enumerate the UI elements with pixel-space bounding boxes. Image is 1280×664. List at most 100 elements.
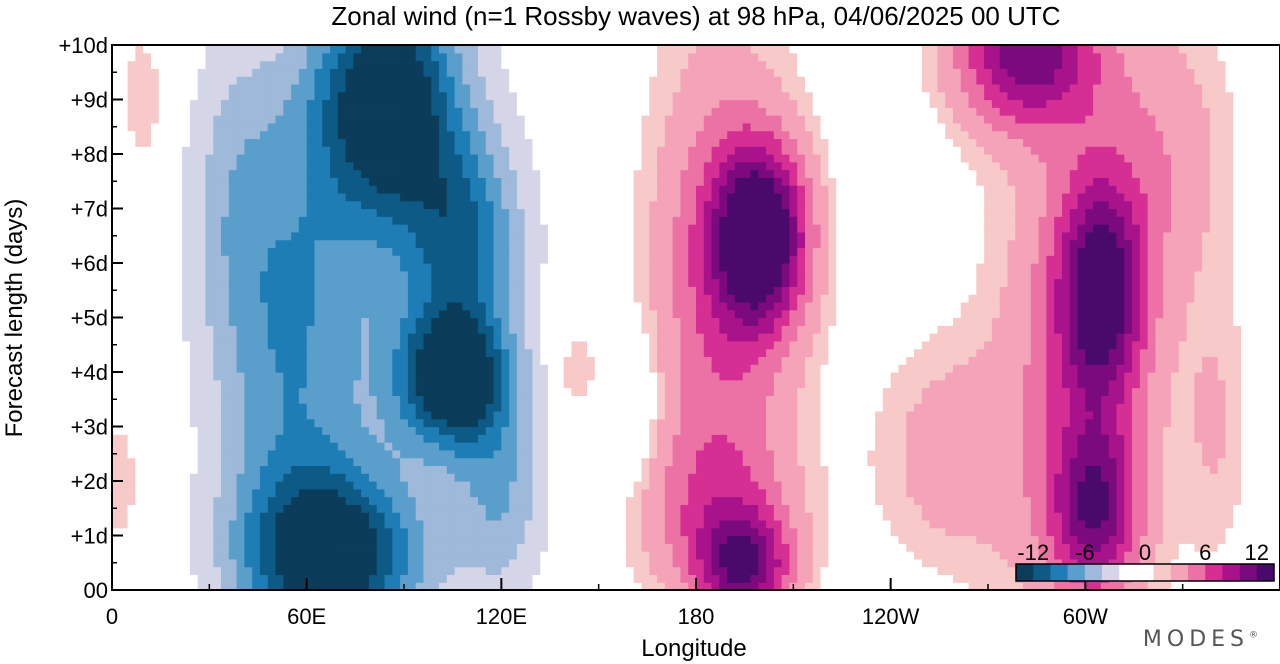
field-cell [236, 558, 245, 568]
field-cell [221, 558, 230, 568]
field-cell [361, 504, 370, 513]
field-cell [875, 410, 884, 420]
field-cell [1163, 535, 1172, 544]
field-cell [119, 418, 129, 428]
field-cell [501, 496, 510, 505]
field-cell [812, 465, 822, 474]
field-cell [1155, 395, 1164, 404]
field-cell [298, 372, 308, 381]
field-cell [859, 543, 868, 552]
field-cell [509, 504, 518, 513]
field-cell [898, 481, 907, 490]
field-cell [914, 426, 923, 435]
field-cell [228, 340, 238, 350]
field-cell [703, 582, 713, 591]
field-cell [719, 504, 728, 513]
field-cell [602, 348, 611, 358]
field-cell [1233, 527, 1242, 537]
field-cell [384, 551, 393, 560]
field-cell [984, 333, 993, 342]
field-cell [867, 379, 876, 389]
field-cell [657, 348, 666, 358]
field-cell [711, 527, 720, 537]
field-cell [275, 558, 284, 568]
field-cell [1225, 372, 1234, 381]
field-cell [906, 372, 915, 381]
field-cell [999, 558, 1009, 568]
field-cell [166, 574, 175, 583]
field-cell [501, 395, 510, 404]
field-cell [501, 442, 510, 451]
field-cell [446, 356, 456, 365]
field-cell [1085, 543, 1094, 552]
field-cell [127, 426, 136, 435]
field-cell [586, 379, 596, 389]
field-cell [298, 527, 308, 537]
field-cell [1194, 558, 1203, 568]
field-cell [820, 535, 829, 544]
field-cell [1186, 379, 1195, 389]
field-cell [454, 582, 463, 591]
field-cell [610, 364, 619, 373]
field-cell [221, 333, 230, 342]
field-cell [921, 340, 931, 350]
field-cell [859, 442, 868, 451]
field-cell [766, 434, 775, 443]
field-cell [875, 582, 884, 591]
field-cell [1241, 403, 1250, 412]
field-cell [150, 387, 160, 396]
field-cell [750, 574, 759, 583]
field-cell [742, 488, 752, 498]
field-cell [454, 504, 463, 513]
field-cell [1077, 418, 1086, 428]
field-cell [929, 473, 938, 482]
field-cell [1170, 535, 1180, 544]
field-cell [306, 372, 316, 381]
field-cell [633, 379, 643, 389]
field-cell [1085, 527, 1094, 537]
field-cell [306, 488, 316, 498]
field-cell [1225, 558, 1234, 568]
field-cell [127, 457, 136, 467]
field-cell [314, 481, 323, 490]
field-cell [283, 410, 292, 420]
field-cell [1155, 379, 1164, 389]
field-cell [509, 395, 518, 404]
field-cell [236, 340, 245, 350]
field-cell [252, 442, 261, 451]
field-cell [540, 333, 549, 342]
field-cell [298, 496, 308, 505]
field-cell [843, 333, 853, 342]
field-cell [875, 395, 884, 404]
field-cell [112, 333, 121, 342]
field-cell [1124, 403, 1133, 412]
field-cell [664, 442, 674, 451]
field-cell [999, 496, 1009, 505]
field-cell [158, 348, 168, 358]
field-cell [594, 333, 604, 342]
field-cell [150, 340, 160, 350]
field-cell [929, 410, 938, 420]
field-cell [127, 465, 136, 474]
field-cell [711, 488, 720, 498]
field-cell [345, 356, 354, 365]
field-cell [586, 403, 596, 412]
field-cell [127, 372, 136, 381]
field-cell [470, 527, 479, 537]
field-cell [711, 535, 720, 544]
field-cell [703, 387, 713, 396]
field-cell [937, 356, 946, 365]
field-cell [945, 379, 954, 389]
field-cell [1209, 379, 1219, 389]
field-cell [797, 387, 806, 396]
field-cell [1178, 488, 1188, 498]
field-cell [158, 465, 168, 474]
field-cell [882, 418, 892, 428]
field-cell [127, 558, 136, 568]
field-cell [462, 457, 471, 467]
field-cell [843, 527, 853, 537]
field-cell [298, 387, 308, 396]
field-cell [610, 488, 619, 498]
field-cell [836, 449, 845, 459]
field-cell [1256, 340, 1266, 350]
